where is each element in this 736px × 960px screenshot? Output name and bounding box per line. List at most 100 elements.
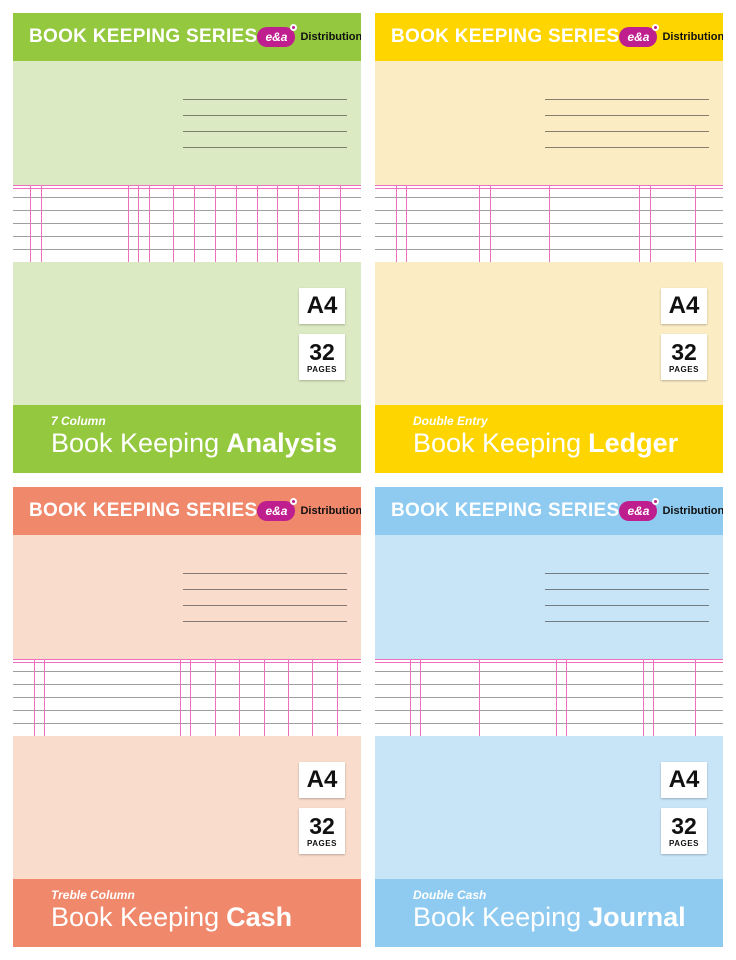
cover-book-keeping-analysis: BOOK KEEPING SERIES e&a Distribution A4 … (13, 13, 361, 473)
writing-line (545, 589, 709, 590)
ledger-column-line (40, 185, 42, 262)
ledger-column-line (277, 185, 279, 262)
writing-lines (183, 99, 347, 185)
ledger-ruling (13, 659, 361, 736)
ledger-column-line (193, 185, 195, 262)
brand-logo: e&a Distribution (257, 498, 361, 521)
title-emphasis: Cash (226, 902, 293, 933)
size-badge: A4 (299, 288, 345, 324)
ledger-column-line (190, 659, 192, 736)
size-badge: A4 (661, 288, 707, 324)
ledger-column-line (148, 185, 150, 262)
brand-tag-text: e&a (265, 504, 288, 518)
cover-title-band: 7 Column Book Keeping Analysis (13, 405, 361, 473)
cover-book-keeping-ledger: BOOK KEEPING SERIES e&a Distribution A4 … (375, 13, 723, 473)
ledger-column-line (298, 185, 300, 262)
cover-title-band: Double Entry Book Keeping Ledger (375, 405, 723, 473)
pages-badge: 32 PAGES (661, 808, 707, 854)
cover-subtitle: 7 Column (51, 414, 106, 428)
ledger-column-line (336, 659, 338, 736)
brand-logo: e&a Distribution (257, 24, 361, 47)
brand-tag-text: e&a (627, 504, 650, 518)
ledger-column-line (127, 185, 129, 262)
ledger-column-line (180, 659, 182, 736)
brand-logo: e&a Distribution (619, 498, 723, 521)
writing-line (545, 131, 709, 132)
pages-count: 32 (671, 338, 697, 365)
writing-line (183, 115, 347, 116)
distributor-label: Distribution (662, 31, 723, 43)
writing-line (183, 131, 347, 132)
title-prefix: Book Keeping (413, 428, 582, 459)
distributor-label: Distribution (300, 31, 361, 43)
cover-top-panel (13, 535, 361, 659)
ledger-column-line (406, 185, 408, 262)
cover-bottom-panel: A4 32 PAGES (13, 262, 361, 405)
cover-subtitle: Double Cash (413, 888, 487, 902)
series-title: BOOK KEEPING SERIES (29, 26, 258, 47)
ledger-column-line (214, 185, 216, 262)
writing-line (545, 99, 709, 100)
cover-bottom-panel: A4 32 PAGES (375, 262, 723, 405)
series-title: BOOK KEEPING SERIES (391, 500, 620, 521)
cover-header: BOOK KEEPING SERIES e&a Distribution (13, 13, 361, 61)
writing-line (545, 115, 709, 116)
series-title: BOOK KEEPING SERIES (391, 26, 620, 47)
cover-book-keeping-journal: BOOK KEEPING SERIES e&a Distribution A4 … (375, 487, 723, 947)
ledger-column-line (695, 185, 697, 262)
ledger-column-line (239, 659, 241, 736)
ledger-column-line (44, 659, 46, 736)
writing-lines (545, 573, 709, 659)
title-emphasis: Journal (588, 902, 686, 933)
title-prefix: Book Keeping (51, 428, 220, 459)
ledger-column-line (395, 185, 397, 262)
pages-label: PAGES (669, 364, 699, 374)
writing-line (183, 573, 347, 574)
ledger-column-line (479, 659, 481, 736)
size-badge: A4 (299, 762, 345, 798)
writing-lines (183, 573, 347, 659)
pages-label: PAGES (669, 838, 699, 848)
ledger-column-line (653, 659, 655, 736)
brand-tag-icon: e&a (619, 498, 660, 521)
brand-tag-icon: e&a (619, 24, 660, 47)
brand-tag-text: e&a (265, 30, 288, 44)
writing-line (183, 605, 347, 606)
ledger-column-line (263, 659, 265, 736)
title-prefix: Book Keeping (413, 902, 582, 933)
ledger-column-line (642, 659, 644, 736)
ledger-column-line (173, 185, 175, 262)
cover-title: Book Keeping Journal (413, 902, 723, 933)
pages-count: 32 (671, 812, 697, 839)
cover-top-panel (13, 61, 361, 185)
ledger-column-line (489, 185, 491, 262)
writing-line (183, 147, 347, 148)
ledger-column-line (340, 185, 342, 262)
pages-label: PAGES (307, 838, 337, 848)
writing-line (545, 147, 709, 148)
pages-badge: 32 PAGES (299, 808, 345, 854)
cover-subtitle: Double Entry (413, 414, 488, 428)
ledger-column-line (695, 659, 697, 736)
ledger-column-line (319, 185, 321, 262)
ledger-ruling (13, 185, 361, 262)
cover-title: Book Keeping Analysis (51, 428, 361, 459)
brand-logo: e&a Distribution (619, 24, 723, 47)
ledger-column-line (287, 659, 289, 736)
ledger-ruling (375, 659, 723, 736)
cover-title: Book Keeping Ledger (413, 428, 723, 459)
writing-line (545, 573, 709, 574)
writing-line (183, 621, 347, 622)
ledger-column-line (409, 659, 411, 736)
cover-bottom-panel: A4 32 PAGES (375, 736, 723, 879)
cover-book-keeping-cash: BOOK KEEPING SERIES e&a Distribution A4 … (13, 487, 361, 947)
distributor-label: Distribution (662, 505, 723, 517)
ledger-ruling (375, 185, 723, 262)
ledger-column-line (555, 659, 557, 736)
writing-lines (545, 99, 709, 185)
title-prefix: Book Keeping (51, 902, 220, 933)
ledger-column-line (256, 185, 258, 262)
cover-header: BOOK KEEPING SERIES e&a Distribution (375, 487, 723, 535)
title-emphasis: Analysis (226, 428, 338, 459)
